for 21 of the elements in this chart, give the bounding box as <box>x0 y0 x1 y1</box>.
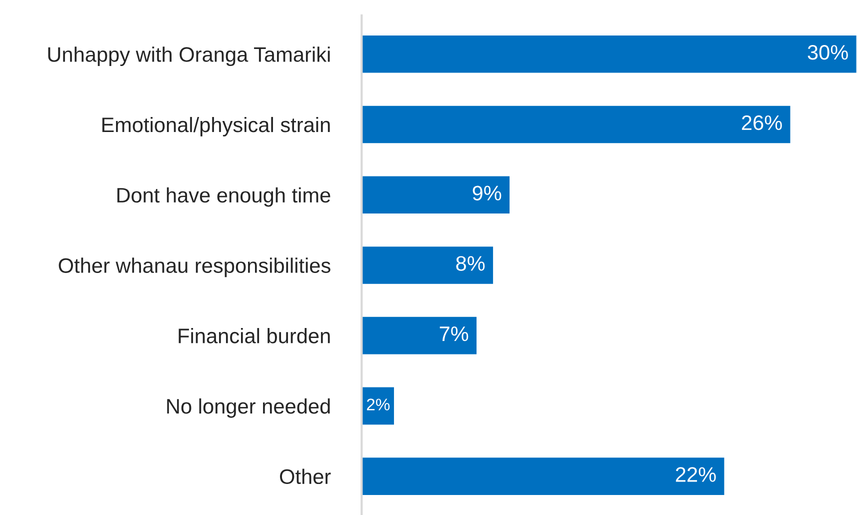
data-label: 2% <box>366 398 390 410</box>
data-label: 26% <box>742 115 782 130</box>
bar <box>362 245 494 286</box>
bar <box>362 316 478 356</box>
bar <box>362 34 857 74</box>
y-tick-label: Dont have enough time <box>117 187 330 207</box>
data-label: 30% <box>808 44 848 60</box>
y-tick-label: Other <box>280 468 331 484</box>
y-tick-label: Unhappy with Oranga Tamariki <box>48 46 330 66</box>
y-tick-label: Emotional/physical strain <box>102 116 330 136</box>
data-label: 9% <box>472 186 502 200</box>
bar <box>362 174 511 215</box>
y-tick-label: Financial burden <box>178 328 330 344</box>
y-tick-label: Other whanau responsibilities <box>58 258 330 278</box>
y-tick-label: No longer needed <box>167 398 330 418</box>
bar <box>362 104 792 145</box>
data-label: 8% <box>456 256 485 271</box>
data-label: 7% <box>440 326 468 342</box>
bar <box>362 456 726 496</box>
bar <box>362 386 396 426</box>
data-label: 22% <box>676 467 716 482</box>
